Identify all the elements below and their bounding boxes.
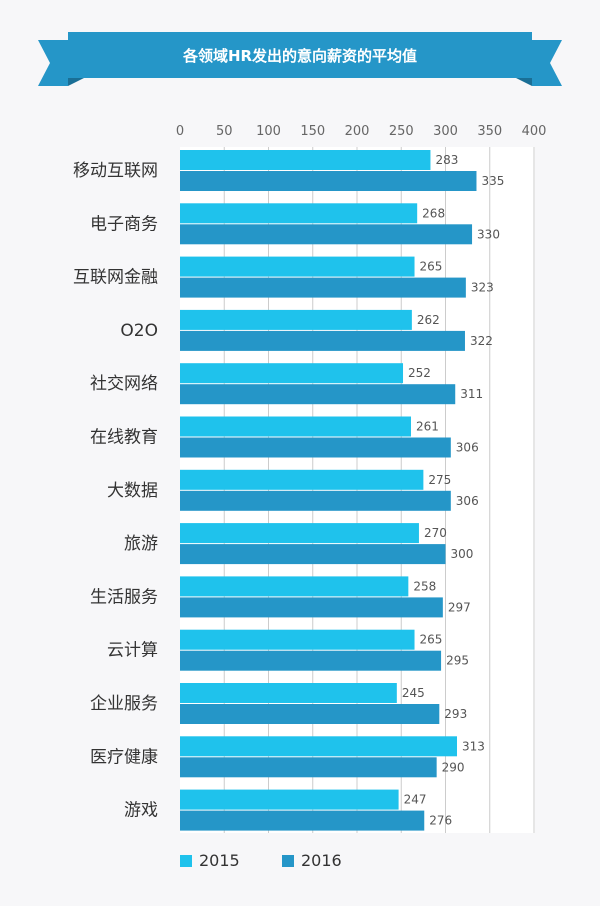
bar-2015	[180, 469, 424, 490]
x-tick-label: 400	[522, 124, 547, 139]
chart-title: 各领域HR发出的意向薪资的平均值	[182, 47, 417, 65]
legend-swatch-2015	[180, 855, 192, 867]
x-tick-label: 150	[300, 124, 325, 139]
value-label-2015: 268	[422, 206, 445, 220]
value-label-2016: 323	[471, 281, 494, 295]
bar-2015	[180, 363, 404, 384]
category-label: 电子商务	[90, 214, 158, 234]
banner-body	[68, 32, 532, 78]
banner-left-tail	[38, 40, 68, 86]
legend-swatch-2016	[282, 855, 294, 867]
value-label-2015: 270	[424, 526, 447, 540]
bar-2015	[180, 523, 419, 544]
bar-2016	[180, 810, 425, 831]
bars: 283 335 268 330 265 323 262 322 252 311 261 306 275 3…	[180, 150, 504, 831]
value-label-2015: 313	[462, 739, 485, 753]
value-label-2016: 306	[456, 441, 479, 455]
x-tick-label: 300	[433, 124, 458, 139]
category-label: 互联网金融	[73, 268, 158, 288]
value-label-2015: 265	[420, 260, 443, 274]
legend-label-2015: 2015	[199, 851, 240, 870]
value-label-2016: 306	[456, 494, 479, 508]
value-label-2015: 275	[428, 473, 451, 487]
value-label-2016: 276	[429, 814, 452, 828]
bar-2015	[180, 629, 415, 650]
bar-2016	[180, 277, 466, 298]
legend: 2015 2016	[180, 851, 342, 870]
category-label: O2O	[120, 321, 158, 341]
bar-2016	[180, 384, 456, 405]
title-banner: 各领域HR发出的意向薪资的平均值	[38, 32, 562, 86]
bar-2015	[180, 416, 411, 437]
bar-2016	[180, 650, 442, 671]
x-tick-label: 0	[176, 124, 184, 139]
value-label-2015: 258	[413, 579, 436, 593]
bar-2016	[180, 437, 451, 458]
category-label: 企业服务	[90, 694, 158, 714]
value-label-2016: 335	[481, 174, 504, 188]
bar-2016	[180, 490, 451, 511]
value-label-2016: 311	[460, 387, 483, 401]
value-label-2016: 293	[444, 707, 467, 721]
category-label: 游戏	[124, 801, 158, 821]
x-tick-label: 350	[477, 124, 502, 139]
bar-2015	[180, 736, 458, 757]
value-label-2015: 252	[408, 366, 431, 380]
bar-2016	[180, 597, 443, 618]
bar-2016	[180, 544, 446, 565]
x-axis-ticks: 0 50 100 150 200 250 300 350 400	[176, 124, 547, 139]
category-label: 在线教育	[90, 428, 158, 448]
banner-right-tail	[532, 40, 562, 86]
value-label-2016: 297	[448, 600, 471, 614]
category-label: 移动互联网	[73, 161, 158, 181]
value-label-2015: 247	[404, 793, 427, 807]
category-label: 旅游	[124, 534, 158, 554]
value-label-2016: 295	[446, 654, 469, 668]
value-label-2016: 290	[442, 760, 465, 774]
value-label-2016: 330	[477, 227, 500, 241]
bar-2015	[180, 256, 415, 277]
bar-2015	[180, 203, 418, 224]
bar-2015	[180, 150, 431, 170]
value-label-2015: 245	[402, 686, 425, 700]
x-tick-label: 100	[256, 124, 281, 139]
category-label: 云计算	[107, 641, 158, 661]
bar-2015	[180, 789, 399, 810]
category-label: 社交网络	[90, 374, 158, 394]
bar-2016	[180, 704, 440, 724]
bar-2015	[180, 683, 397, 703]
bar-2015	[180, 576, 409, 597]
value-label-2016: 300	[451, 547, 474, 561]
bar-2016	[180, 171, 477, 191]
bar-2016	[180, 224, 473, 245]
category-label: 大数据	[107, 481, 158, 501]
value-label-2015: 265	[420, 633, 443, 647]
banner-left-fold	[68, 78, 84, 86]
category-label: 医疗健康	[90, 747, 158, 767]
bar-2015	[180, 309, 412, 330]
bar-2016	[180, 330, 465, 351]
x-tick-label: 250	[389, 124, 414, 139]
bar-2016	[180, 757, 437, 778]
banner-right-fold	[516, 78, 532, 86]
legend-label-2016: 2016	[301, 851, 342, 870]
value-label-2016: 322	[470, 334, 493, 348]
x-tick-label: 200	[345, 124, 370, 139]
value-label-2015: 283	[435, 153, 458, 167]
value-label-2015: 261	[416, 420, 439, 434]
category-label: 生活服务	[90, 587, 158, 607]
value-label-2015: 262	[417, 313, 440, 327]
x-tick-label: 50	[216, 124, 233, 139]
